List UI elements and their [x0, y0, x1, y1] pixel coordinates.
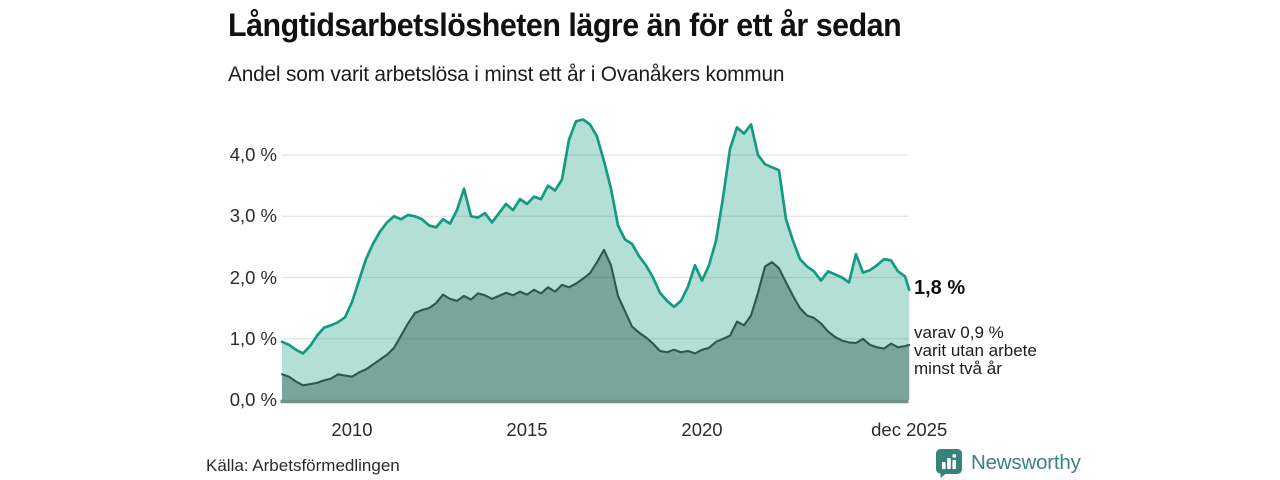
- line-minst-ett-ar: [280, 118, 911, 355]
- annotation-line: minst två år: [914, 359, 1002, 378]
- newsworthy-badge-icon: [936, 449, 962, 478]
- x-tick-label: 2015: [506, 419, 548, 440]
- newsworthy-wordmark: Newsworthy: [971, 451, 1081, 474]
- latest-value-label: 1,8 %: [914, 277, 966, 299]
- y-tick-label: 4,0 %: [229, 144, 277, 165]
- annotation-line: varit utan arbete: [914, 341, 1037, 360]
- annotation-line: varav 0,9 %: [914, 323, 1004, 342]
- x-tick-label: 2010: [331, 419, 373, 440]
- newsworthy-logo: Newsworthy: [935, 448, 1081, 478]
- x-tick-label: dec 2025: [871, 419, 948, 440]
- y-tick-label: 0,0 %: [229, 389, 277, 410]
- source-label: Källa: Arbetsförmedlingen: [206, 456, 400, 475]
- y-tick-label: 1,0 %: [229, 327, 277, 349]
- x-tick-label: 2020: [681, 419, 723, 440]
- y-tick-label: 3,0 %: [229, 205, 277, 227]
- chart-title: Långtidsarbetslösheten lägre än för ett …: [228, 7, 902, 43]
- chart-subtitle: Andel som varit arbetslösa i minst ett å…: [228, 62, 785, 86]
- area-minst-tva-ar: [282, 249, 910, 400]
- y-tick-label: 2,0 %: [229, 266, 277, 288]
- area-minst-ett-ar: [282, 119, 910, 400]
- annotation-text: varav 0,9 % varit utan arbete minst två …: [914, 324, 1037, 378]
- line-minst-tva-ar: [280, 248, 911, 387]
